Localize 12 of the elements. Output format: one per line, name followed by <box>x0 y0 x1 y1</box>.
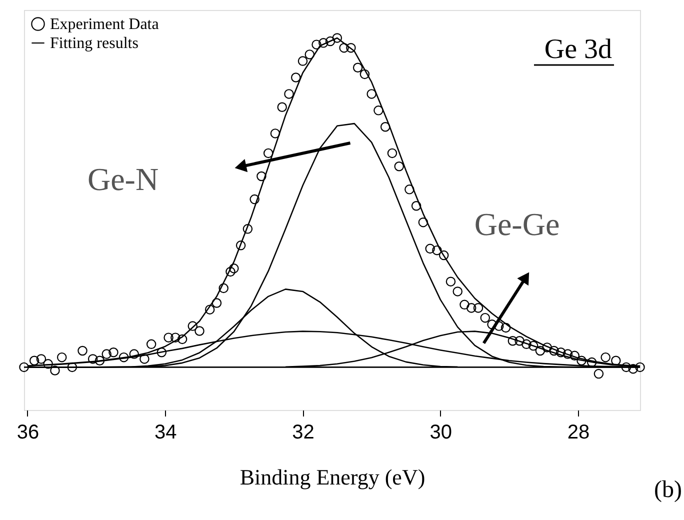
annotation: Ge 3d <box>544 34 612 65</box>
x-axis-title: Binding Energy (eV) <box>240 464 426 490</box>
legend-label: Experiment Data <box>50 16 159 33</box>
x-tick-label: 30 <box>430 422 452 444</box>
x-tick-label: 28 <box>567 422 590 444</box>
text: (b) <box>654 477 682 503</box>
annotation: Ge-N <box>87 161 159 197</box>
x-tick-label: 36 <box>16 422 40 444</box>
x-tick-label: 34 <box>154 422 177 444</box>
legend-label: Fitting results <box>50 35 138 52</box>
annotation: Ge-Ge <box>474 206 560 242</box>
x-tick-label: 32 <box>292 422 314 444</box>
